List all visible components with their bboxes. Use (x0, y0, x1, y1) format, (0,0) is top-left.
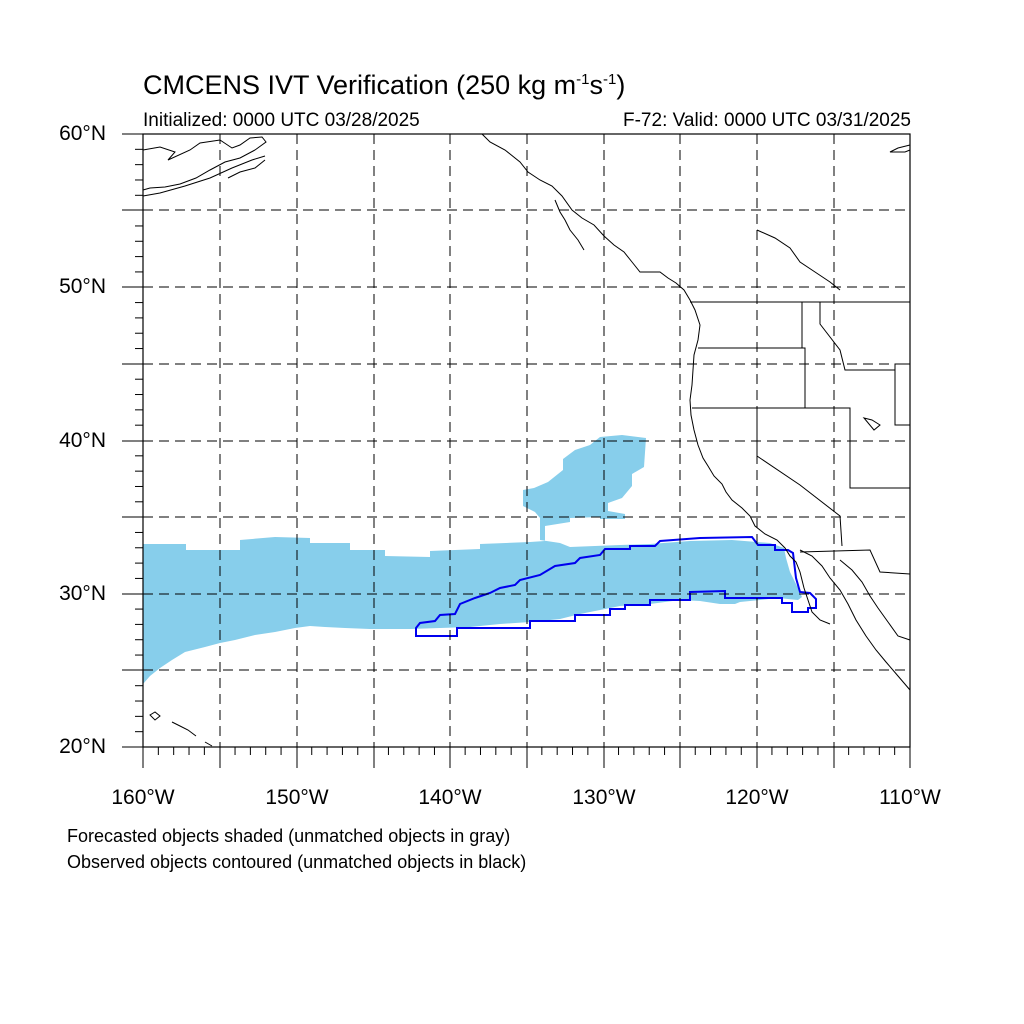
coastlines (142, 133, 911, 747)
lat-lon-grid (143, 134, 910, 747)
observed-ivt-contour (415, 535, 817, 637)
lat-label-30n: 30°N (59, 582, 106, 605)
lon-label-150w: 150°W (265, 786, 329, 809)
lon-label-110w: 110°W (879, 786, 941, 809)
lon-label-160w: 160°W (111, 786, 175, 809)
forecast-legend-note: Forecasted objects shaded (unmatched obj… (67, 826, 511, 846)
lat-label-20n: 20°N (59, 735, 106, 758)
lat-label-40n: 40°N (59, 429, 106, 452)
axis-ticks (122, 133, 911, 768)
valid-time: F-72: Valid: 0000 UTC 03/31/2025 (623, 110, 911, 131)
lon-label-130w: 130°W (572, 786, 636, 809)
axis-minor-ticks (135, 148, 896, 755)
lat-label-50n: 50°N (59, 275, 106, 298)
forecast-ivt-object (143, 435, 802, 684)
political-boundaries (690, 301, 911, 575)
lon-label-140w: 140°W (418, 786, 482, 809)
lon-label-120w: 120°W (725, 786, 789, 809)
map-title: CMCENS IVT Verification (250 kg m-1s-1) (143, 70, 626, 100)
lat-label-60n: 60°N (59, 122, 106, 145)
observed-legend-note: Observed objects contoured (unmatched ob… (67, 852, 527, 872)
initialized-time: Initialized: 0000 UTC 03/28/2025 (143, 110, 420, 131)
